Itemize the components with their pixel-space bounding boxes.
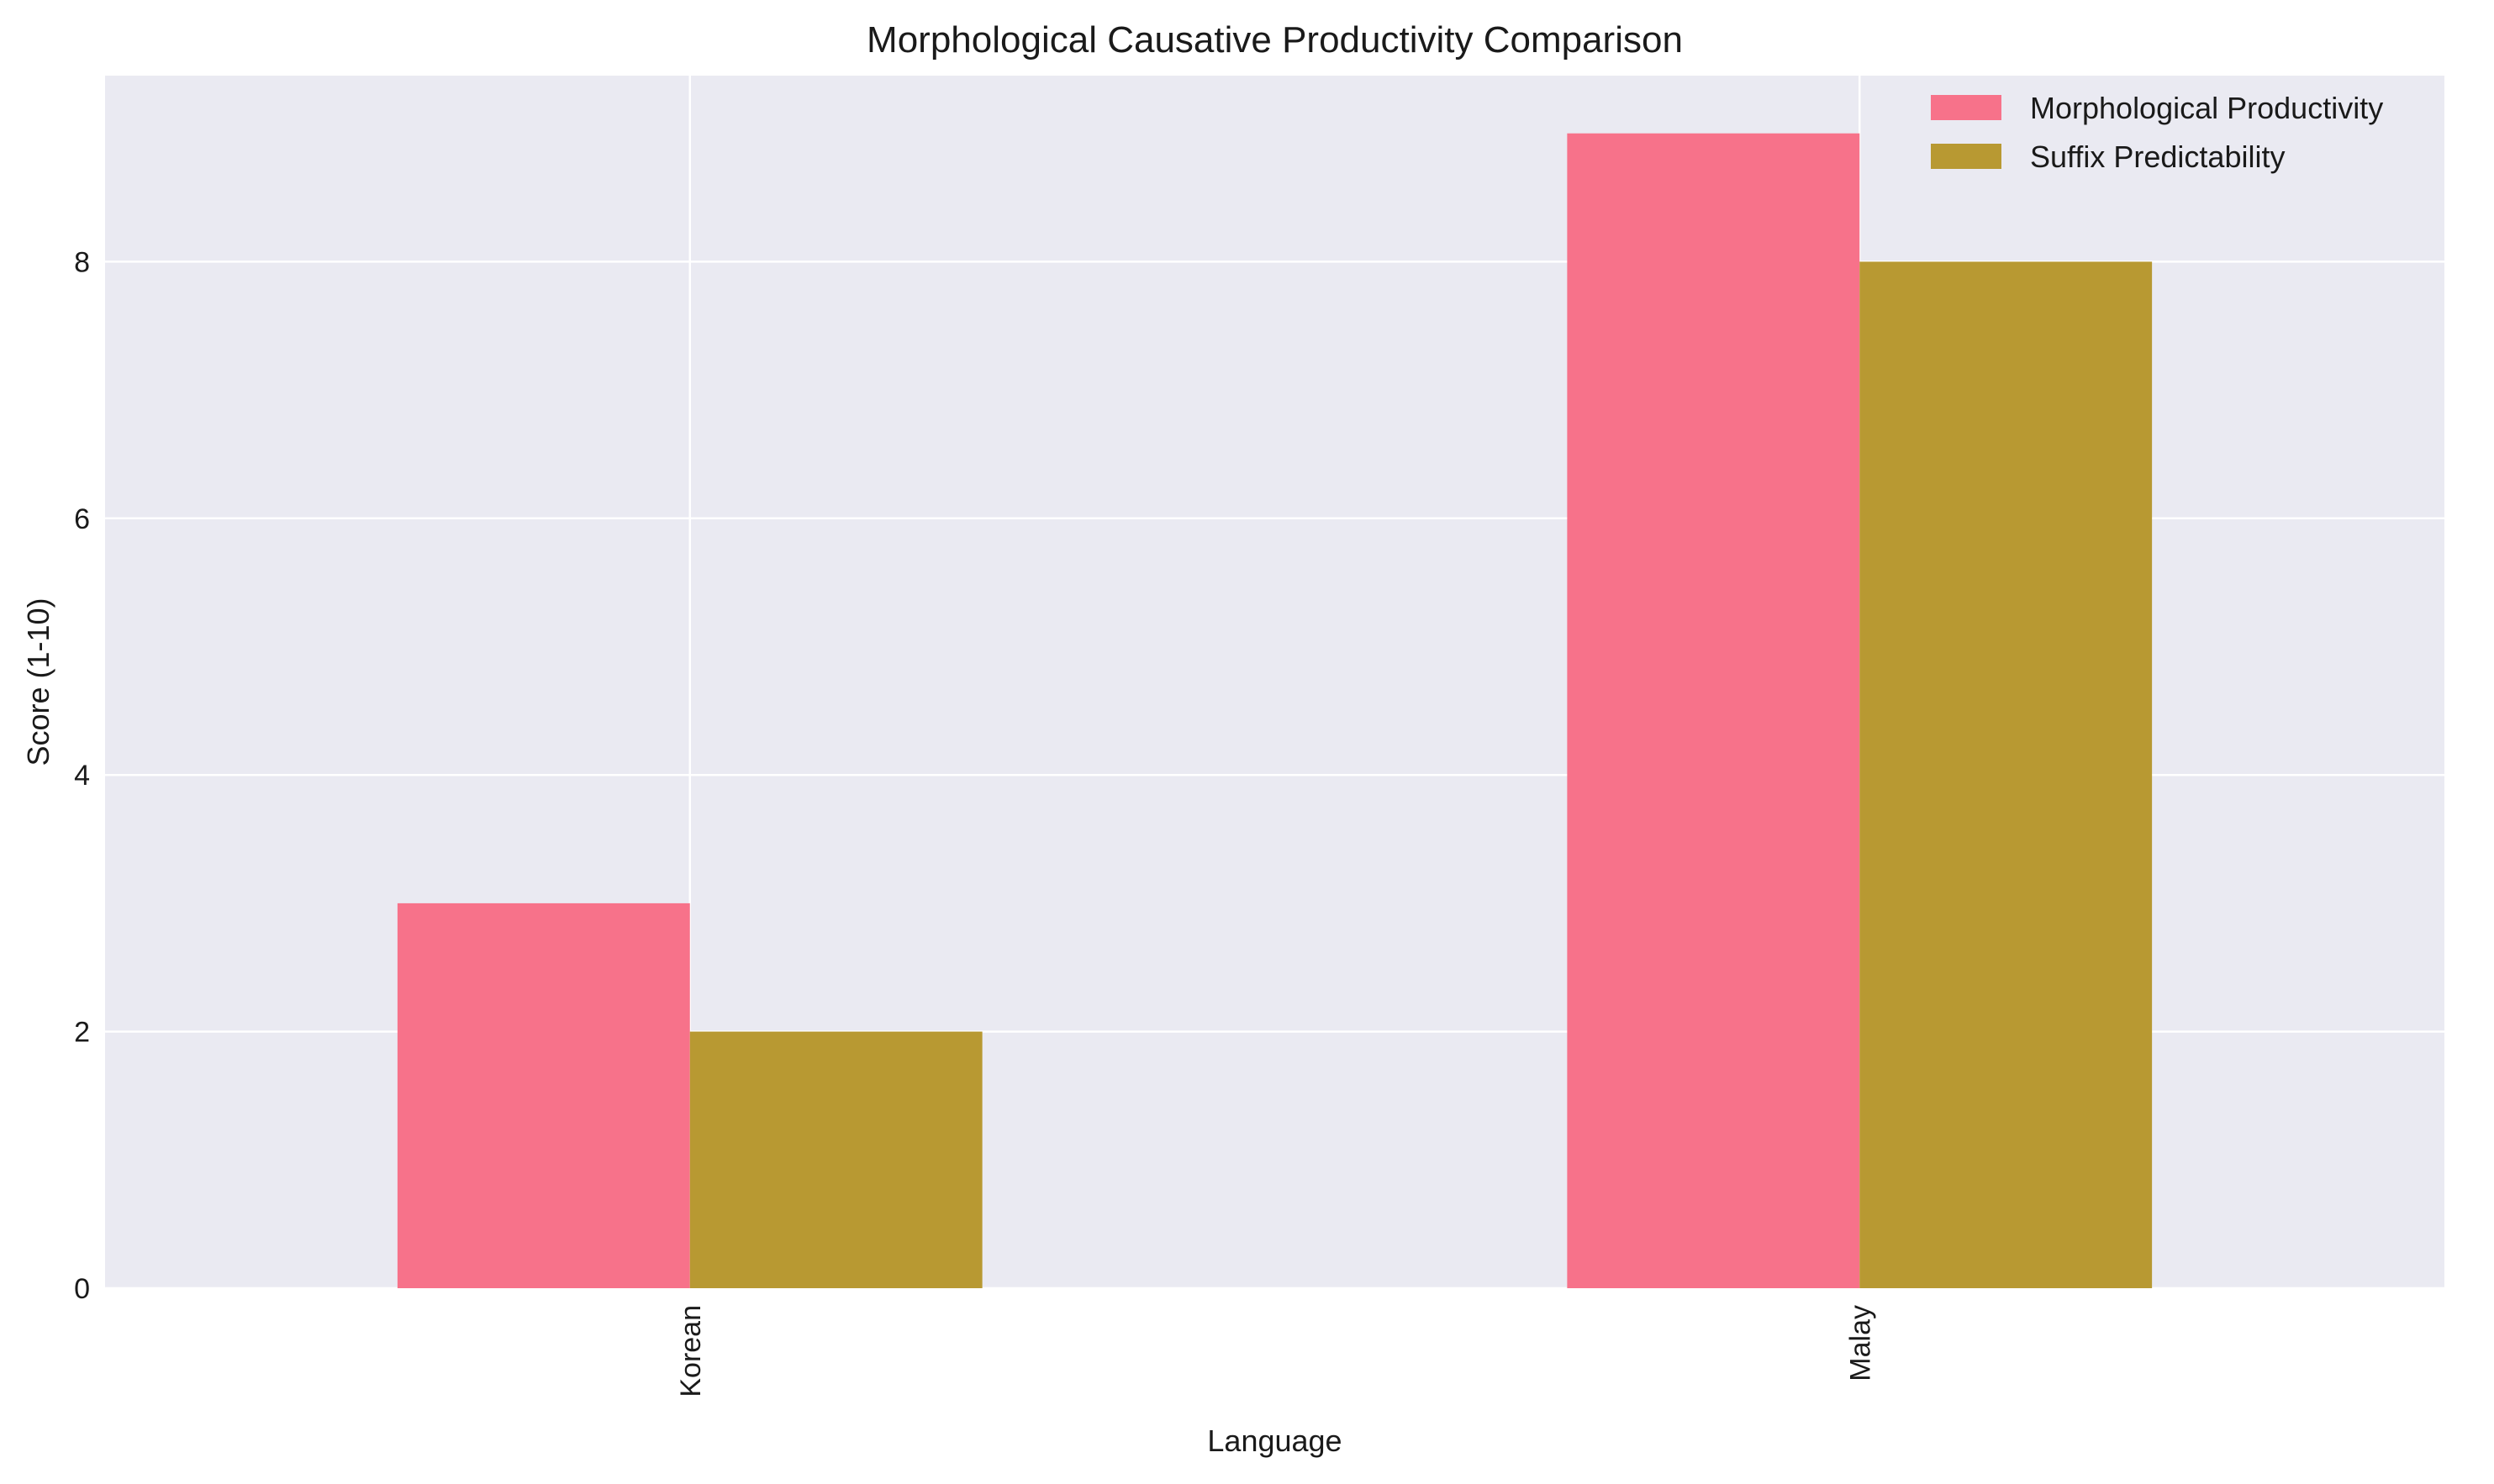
x-tick-label: Korean <box>675 1305 707 1397</box>
x-tick-label: Malay <box>1844 1305 1876 1381</box>
bar-morphological-productivity-korean <box>397 903 690 1288</box>
x-axis-ticks: Korean Malay <box>675 1305 1877 1397</box>
y-tick-label: 0 <box>74 1273 90 1305</box>
y-tick-label: 8 <box>74 246 90 278</box>
y-tick-label: 4 <box>74 760 90 792</box>
y-axis-label: Score (1-10) <box>21 597 55 766</box>
legend-label: Morphological Productivity <box>2030 91 2383 125</box>
chart-title: Morphological Causative Productivity Com… <box>867 19 1683 61</box>
legend: Morphological Productivity Suffix Predict… <box>1931 91 2383 174</box>
bar-morphological-productivity-malay <box>1567 133 1860 1289</box>
bars <box>397 133 2153 1289</box>
y-axis-ticks: 0 2 4 6 8 <box>74 246 90 1305</box>
bar-suffix-predictability-malay <box>1859 261 2153 1288</box>
legend-label: Suffix Predictability <box>2030 139 2285 174</box>
y-tick-label: 6 <box>74 503 90 535</box>
legend-swatch <box>1931 144 2001 169</box>
legend-swatch <box>1931 95 2001 120</box>
x-axis-label: Language <box>1207 1423 1342 1458</box>
y-tick-label: 2 <box>74 1017 90 1049</box>
bar-suffix-predictability-korean <box>689 1031 983 1288</box>
